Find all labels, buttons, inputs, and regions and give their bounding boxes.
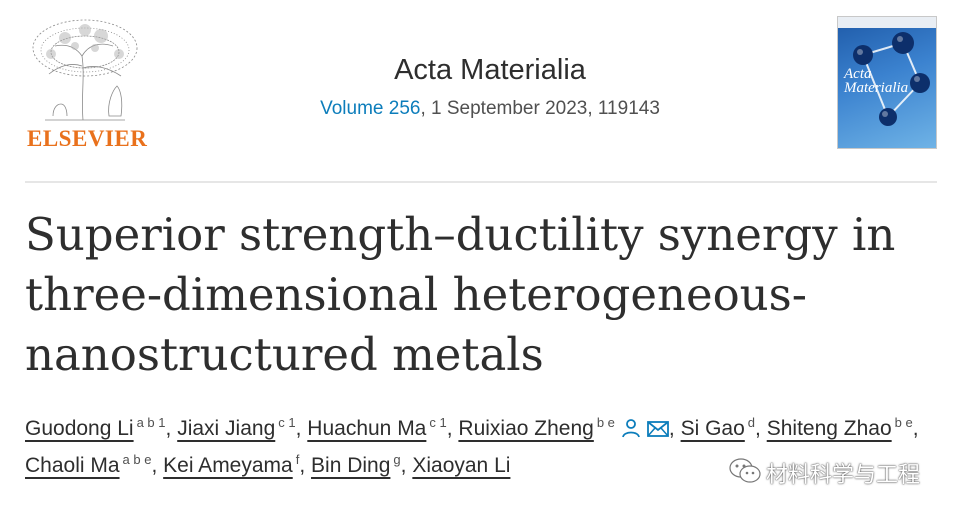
author-separator: , <box>400 454 407 477</box>
author-affiliation[interactable]: f <box>295 452 300 467</box>
article-title: Superior strength–ductility synergy in t… <box>25 208 896 381</box>
author-separator: , <box>295 417 302 440</box>
header-divider <box>25 181 937 183</box>
author-list: Guodong Li a b 1, Jiaxi Jiang c 1, Huachun… <box>25 410 930 484</box>
author-item: Shiteng Zhao b e, <box>766 415 919 440</box>
author-item: Guodong Li a b 1, <box>25 415 172 440</box>
journal-cover-image[interactable]: Acta Materialia <box>837 16 937 149</box>
author-item: Jiaxi Jiang c 1, <box>177 415 302 440</box>
envelope-icon[interactable] <box>647 420 669 438</box>
wechat-watermark: 材料科学与工程 <box>728 455 938 488</box>
author-link[interactable]: Huachun Ma <box>307 417 427 440</box>
author-link[interactable]: Ruixiao Zheng <box>458 417 594 440</box>
author-affiliation[interactable]: c 1 <box>278 415 296 430</box>
elsevier-logo[interactable]: ELSEVIER <box>25 16 147 152</box>
author-item: Ruixiao Zheng b e, <box>458 415 675 440</box>
issue-line: Volume 256, 1 September 2023, 119143 <box>220 97 760 121</box>
tree-engraving-icon <box>32 19 138 121</box>
author-affiliation[interactable]: d <box>747 415 756 430</box>
issue-details: , 1 September 2023, 119143 <box>420 98 660 119</box>
author-separator: , <box>165 417 172 440</box>
author-link[interactable]: Xiaoyan Li <box>412 454 511 477</box>
author-affiliation[interactable]: b e <box>596 415 615 430</box>
author-affiliation[interactable]: a b 1 <box>136 415 166 430</box>
volume-link[interactable]: Volume 256 <box>320 98 421 119</box>
author-separator: , <box>755 417 761 440</box>
author-link[interactable]: Bin Ding <box>311 454 391 477</box>
author-item: Bin Ding g, <box>311 452 407 477</box>
author-link[interactable]: Kei Ameyama <box>163 454 293 477</box>
author-item: Chaoli Ma a b e, <box>25 452 158 477</box>
author-item: Huachun Ma c 1, <box>307 415 453 440</box>
author-separator: , <box>912 417 919 440</box>
author-separator: , <box>668 417 675 440</box>
author-affiliation[interactable]: c 1 <box>429 415 447 430</box>
cover-journal-title: Acta Materialia <box>844 66 909 96</box>
author-item: Xiaoyan Li <box>412 454 513 477</box>
author-link[interactable]: Shiteng Zhao <box>766 417 892 440</box>
author-item: Si Gao d, <box>680 415 761 440</box>
header: ELSEVIER Acta Materialia Volume 256, 1 S… <box>0 0 957 182</box>
author-affiliation[interactable]: a b e <box>122 452 152 467</box>
publisher-name: ELSEVIER <box>27 126 148 151</box>
watermark-text: 材料科学与工程 <box>766 463 921 488</box>
journal-info: Acta Materialia Volume 256, 1 September … <box>220 52 760 121</box>
author-link[interactable]: Guodong Li <box>25 417 134 440</box>
author-affiliation[interactable]: b e <box>894 415 913 430</box>
wechat-icon <box>729 458 761 483</box>
author-item: Kei Ameyama f, <box>163 452 306 477</box>
author-link[interactable]: Si Gao <box>680 417 745 440</box>
author-affiliation[interactable]: g <box>393 452 401 467</box>
author-separator: , <box>299 454 306 477</box>
person-icon[interactable] <box>621 418 641 438</box>
author-separator: , <box>446 417 453 440</box>
molecule-graphic-icon <box>853 32 930 126</box>
cover-header-strip <box>838 17 936 28</box>
author-link[interactable]: Jiaxi Jiang <box>177 417 276 440</box>
author-link[interactable]: Chaoli Ma <box>25 454 120 477</box>
journal-title-link[interactable]: Acta Materialia <box>394 54 586 86</box>
author-separator: , <box>151 454 158 477</box>
